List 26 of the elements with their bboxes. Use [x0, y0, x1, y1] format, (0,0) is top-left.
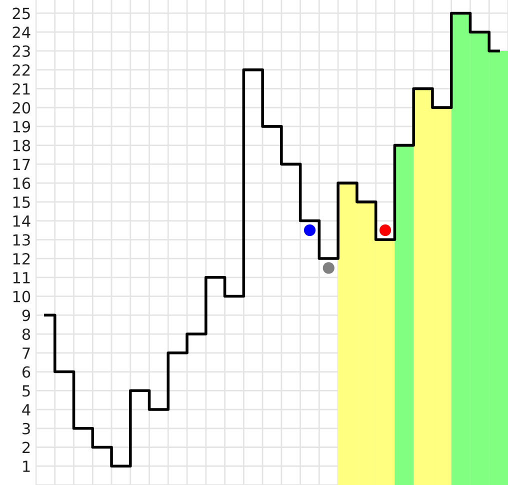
- y-tick-label: 23: [12, 45, 30, 57]
- y-tick-label: 12: [13, 253, 30, 264]
- y-tick-label: 3: [22, 422, 30, 434]
- y-tick-label: 6: [22, 366, 30, 378]
- y-tick-label: 4: [22, 404, 30, 416]
- y-tick-label: 7: [22, 348, 30, 359]
- y-tick-label: 9: [22, 310, 30, 322]
- y-tick-label: 1: [23, 460, 30, 472]
- y-tick-label: 19: [13, 120, 30, 132]
- y-tick-label: 18: [13, 140, 30, 152]
- y-tick-label: 5: [22, 385, 30, 397]
- y-tick-label: 24: [12, 26, 30, 38]
- y-tick-label: 20: [12, 102, 30, 114]
- y-tick-label: 16: [13, 178, 30, 190]
- y-tick-label: 15: [13, 196, 30, 208]
- y-tick-label: 14: [13, 215, 30, 227]
- y-tick-label: 17: [13, 158, 30, 170]
- y-tick-label: 21: [12, 83, 30, 94]
- y-tick-label: 25: [12, 8, 30, 20]
- bar: [394, 145, 414, 485]
- y-tick-label: 22: [12, 64, 30, 76]
- y-tick-label: 8: [22, 328, 30, 340]
- y-tick-label: 13: [13, 234, 30, 246]
- y-tick-label: 2: [22, 442, 30, 454]
- y-tick-label: 10: [13, 290, 30, 302]
- y-tick-label: 11: [13, 272, 30, 284]
